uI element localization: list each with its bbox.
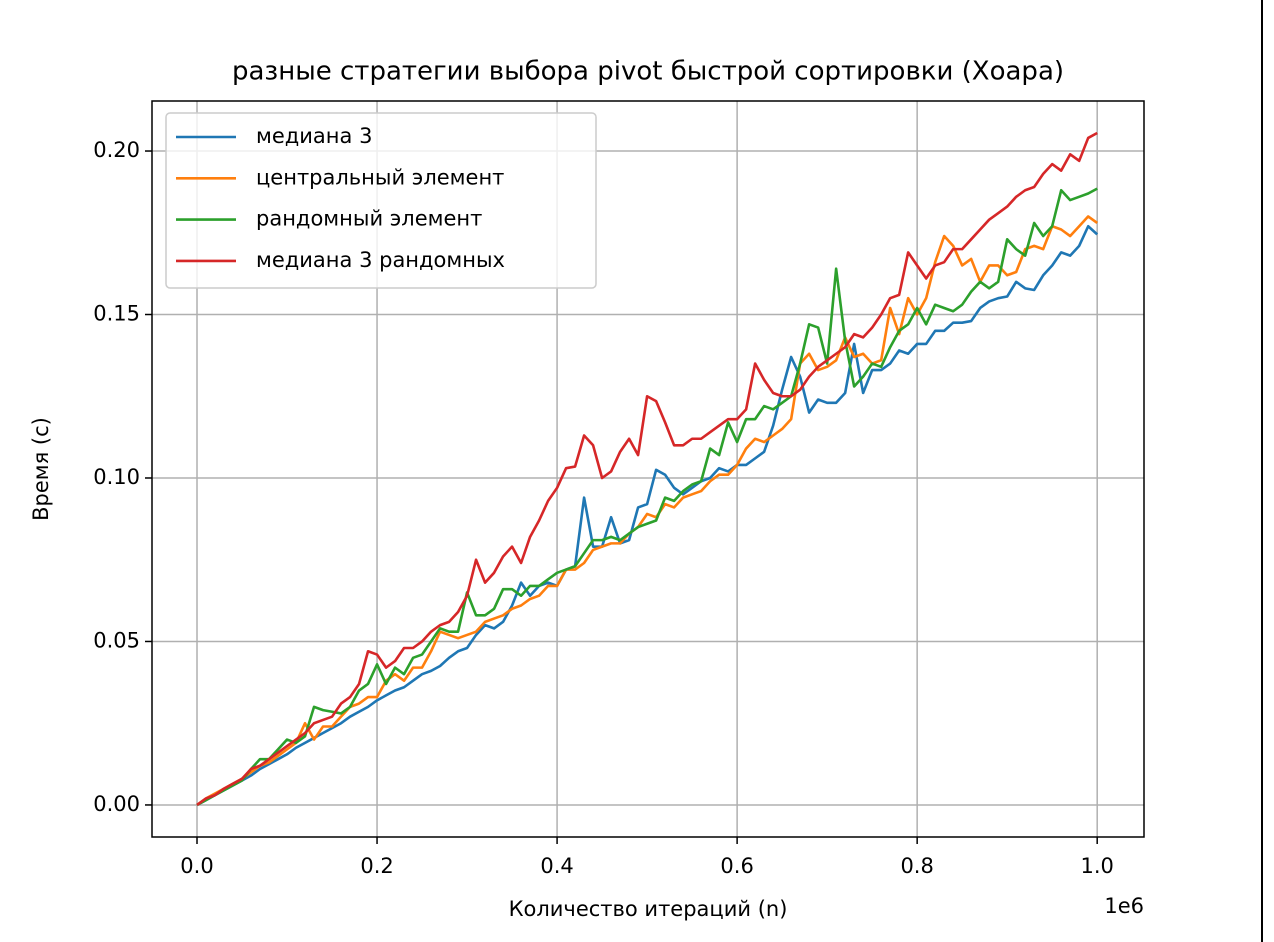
data-line [196, 187, 1098, 807]
x-tick-label: 0.8 [900, 854, 933, 878]
legend-label: рандомный элемент [256, 207, 482, 231]
y-tick-label: 0.00 [93, 792, 140, 816]
x-tick-label: 0.2 [360, 854, 393, 878]
y-tick-label: 0.20 [93, 138, 140, 162]
y-tick-label: 0.05 [93, 628, 140, 652]
legend-label: медиана 3 рандомных [256, 248, 505, 272]
x-tick-label: 0.6 [720, 854, 753, 878]
plot-frame [151, 100, 1145, 838]
legend-label: центральный элемент [256, 165, 504, 189]
x-tick-label: 0.4 [540, 854, 573, 878]
y-tick-label: 0.10 [93, 465, 140, 489]
chart-title: разные стратегии выбора pivot быстрой со… [232, 57, 1064, 87]
y-axis-label: Время (с) [29, 417, 53, 521]
x-axis-label: Количество итераций (n) [509, 897, 788, 921]
x-offset-label: 1e6 [1104, 894, 1144, 918]
data-line [196, 131, 1098, 807]
legend: медиана 3 центральный элемент рандомный эл… [165, 112, 597, 289]
y-tick-label: 0.15 [93, 302, 140, 326]
legend-box [165, 112, 597, 289]
legend-label: медиана 3 [256, 124, 372, 148]
x-tick-label: 1.0 [1080, 854, 1113, 878]
x-tick-label: 0.0 [180, 854, 213, 878]
data-line [196, 224, 1099, 807]
